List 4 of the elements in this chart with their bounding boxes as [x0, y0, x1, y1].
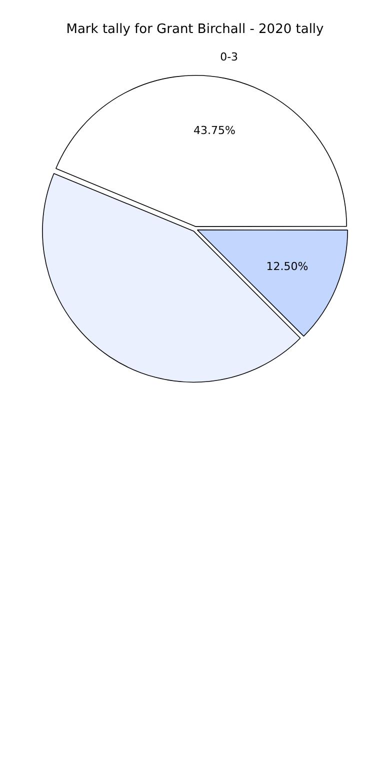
data-label: 43.75% [193, 124, 236, 138]
data-label: 12.50% [266, 260, 308, 274]
chart-title: Mark tally for Grant Birchall - 2020 tally [65, 22, 325, 39]
slice-label: 0-3 [220, 50, 238, 64]
